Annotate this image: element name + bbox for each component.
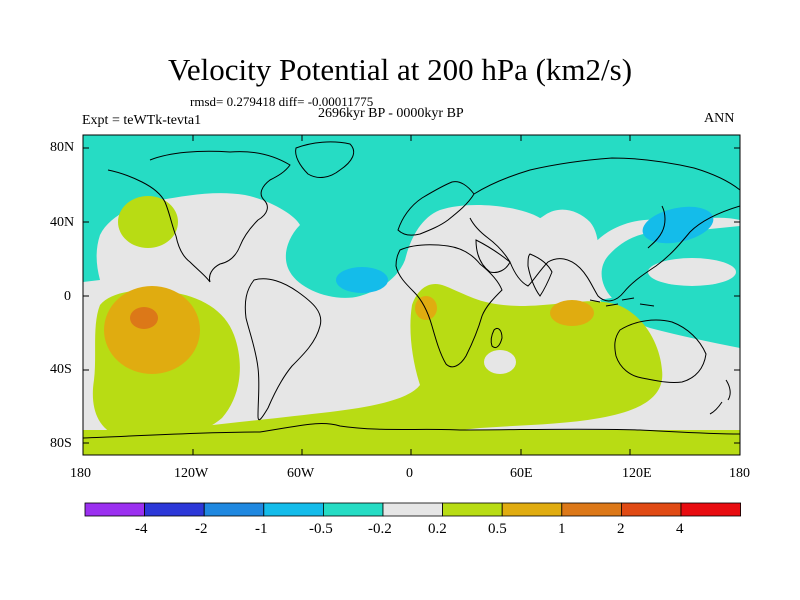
lon-tick-180e: 180 [729,466,750,481]
colorbar-swatch-1 [84,502,145,517]
lat-tick-eq: 0 [64,289,71,304]
colorbar-label-1: -4 [135,521,148,537]
field-pos-pacific-core [130,307,158,329]
colorbar-swatch-9 [561,502,622,517]
colorbar-swatch-6 [382,502,443,517]
lat-tick-40s: 40S [50,362,72,377]
colorbar-label-3: -1 [255,521,268,537]
colorbar-label-6: 0.2 [428,521,447,537]
field-pos-indian-mid [550,300,594,326]
colorbar-swatch-4 [263,502,324,517]
colorbar-swatch-8 [501,502,563,517]
lat-tick-80s: 80S [50,436,72,451]
coast-south-america [244,278,322,421]
colorbar-label-4: -0.5 [309,521,333,537]
colorbar-swatch-11 [680,502,741,517]
lat-tick-80n: 80N [50,140,75,155]
coastlines [83,141,740,439]
coast-indonesia [589,297,655,307]
field-pos-pacific-mid [104,286,200,374]
velocity-potential-field [83,135,740,455]
time-period-text: 2696kyr BP - 0000kyr BP [318,106,464,121]
field-pos-angola-mid [415,296,437,320]
field-pos-southern-indian [83,284,663,455]
coast-india [527,253,553,297]
coast-africa [395,244,503,368]
coast-japan [647,205,666,249]
coast-antarctica [83,423,740,439]
experiment-label: Expt = teWTk-tevta1 [82,113,202,128]
field-pos-south-band [83,430,740,455]
lon-tick-180w: 180 [70,466,91,481]
lon-tick-0: 0 [406,466,413,481]
lon-tick-60e: 60E [510,466,533,481]
colorbar-label-9: 2 [617,521,625,537]
lat-tick-40n: 40N [50,215,75,230]
colorbar-label-5: -0.2 [368,521,392,537]
field-neg-north-band [83,135,740,345]
colorbar-swatch-3 [203,502,265,517]
colorbar-label-10: 4 [676,521,684,537]
coast-asia [469,157,740,302]
field-neg-atlantic-patch [336,267,388,293]
lon-tick-120e: 120E [622,466,652,481]
colorbar [84,502,741,517]
colorbar-swatch-7 [442,502,503,517]
colorbar-swatch-2 [144,502,205,517]
chart-title: Velocity Potential at 200 hPa (km2/s) [167,52,633,87]
coast-north-america [107,150,291,283]
colorbar-label-7: 0.5 [488,521,507,537]
coast-greenland [295,141,355,178]
coast-arabia [475,239,511,273]
field-pos-ne-pacific [118,196,178,248]
lon-tick-60w: 60W [287,466,315,481]
field-neutral-madagascar-gap [484,350,516,374]
lon-tick-120w: 120W [174,466,209,481]
coast-australia [614,319,707,383]
rmsd-diff-text: rmsd= 0.279418 diff= -0.00011775 [190,94,374,109]
coast-new-zealand [709,379,731,415]
season-label: ANN [704,111,735,126]
map-tick-marks [82,135,741,455]
field-neg-n-pacific [83,135,300,171]
colorbar-swatch-5 [322,502,384,517]
colorbar-label-2: -2 [195,521,208,537]
field-neutral-nw-pacific [648,258,736,286]
colorbar-label-8: 1 [558,521,566,537]
coast-madagascar [490,327,503,349]
colorbar-swatch-10 [621,502,682,517]
